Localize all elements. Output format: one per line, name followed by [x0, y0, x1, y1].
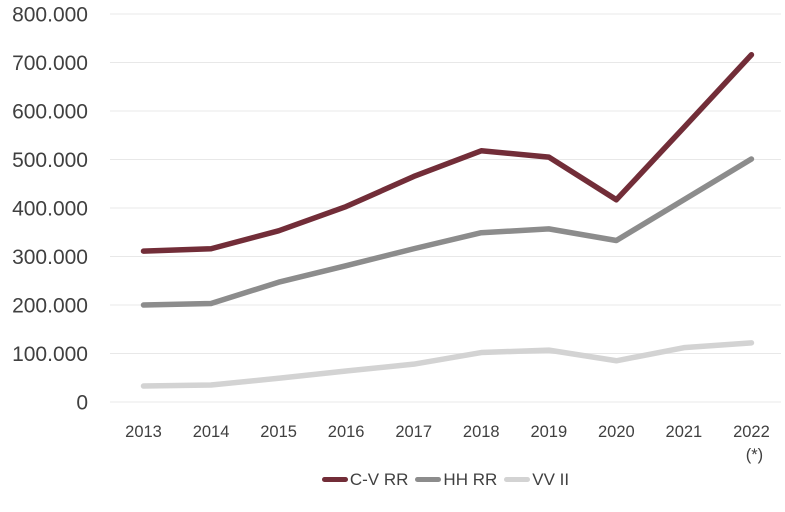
x-axis-tick-label: 2015 [260, 423, 297, 441]
series-line-vv-ii [140, 340, 755, 389]
y-axis-tick-label: 300.000 [12, 246, 88, 269]
x-axis-tick-label: 2017 [395, 423, 432, 441]
y-axis-tick-label: 400.000 [12, 197, 88, 220]
series-line-c-v-rr [140, 51, 755, 254]
y-axis-tick-label: 0 [76, 391, 88, 414]
x-axis-tick-label: 2022 [733, 423, 770, 441]
legend-item-cv-rr: C-V RR [321, 469, 409, 489]
legend-item-vv-ii: VV II [504, 471, 569, 488]
x-axis-tick-label: 2020 [598, 423, 635, 441]
x-axis-footnote: (*) [746, 446, 763, 464]
y-axis-tick-label: 600.000 [12, 100, 88, 123]
legend-label-cv-rr: C-V RR [349, 469, 409, 489]
y-axis-tick-label: 500.000 [12, 149, 88, 172]
legend-item-hh-rr: HH RR [415, 471, 497, 488]
x-axis-tick-label: 2016 [328, 423, 365, 441]
plot-area: 0 100.000 200.000 300.000 400.000 500.000 600.… [12, 3, 781, 464]
legend-label-vv-ii: VV II [532, 469, 570, 489]
series-line-hh-rr [140, 156, 755, 308]
legend-marker-cv-rr-icon [321, 476, 348, 482]
y-axis-tick-label: 200.000 [12, 294, 88, 317]
legend-label-hh-rr: HH RR [443, 469, 498, 489]
y-axis-tick-label: 800.000 [12, 3, 88, 26]
x-axis-tick-label: 2021 [666, 423, 703, 441]
x-axis-tick-label: 2014 [193, 423, 230, 441]
x-axis-tick-label: 2019 [530, 423, 567, 441]
legend-marker-vv-ii-icon [504, 476, 531, 482]
y-axis-tick-label: 100.000 [12, 343, 88, 366]
legend-marker-hh-rr-icon [415, 476, 442, 482]
chart-legend: C-V RR HH RR VV II [110, 466, 781, 492]
x-axis-tick-label: 2018 [463, 423, 500, 441]
x-axis-tick-label: 2013 [125, 423, 162, 441]
y-axis-tick-label: 700.000 [12, 52, 88, 75]
